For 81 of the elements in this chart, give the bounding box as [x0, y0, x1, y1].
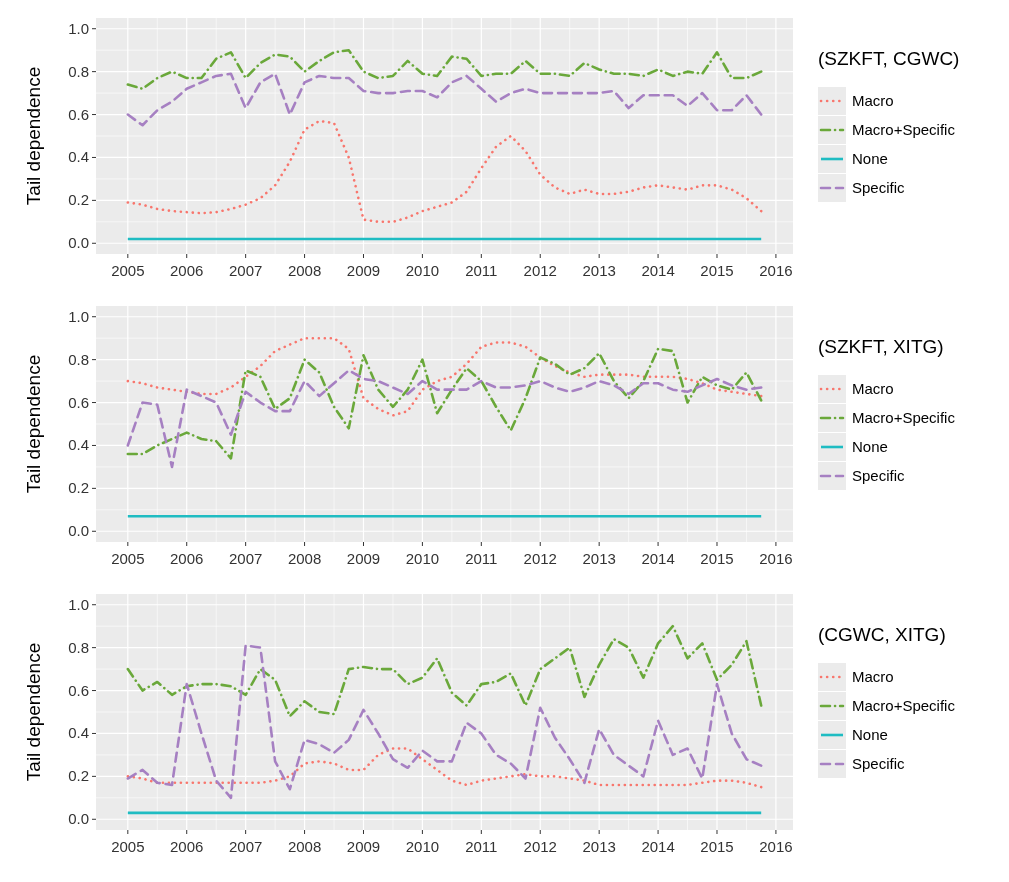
y-tick-label: 0.4 [68, 724, 89, 742]
line-series [126, 369, 763, 469]
y-tick-label: 1.0 [68, 19, 89, 37]
x-tick-label: 2007 [228, 838, 263, 855]
x-tick-label: 2016 [759, 550, 793, 567]
line-series [126, 336, 763, 417]
line-series [126, 644, 763, 800]
y-tick-label: 0.6 [68, 681, 89, 699]
x-tick-label: 2015 [700, 550, 734, 567]
x-tick-label: 2014 [641, 838, 675, 855]
x-tick-label: 2006 [170, 838, 204, 855]
x-tick-label: 2013 [582, 262, 616, 279]
x-tick-label: 2015 [700, 262, 734, 279]
legend-label: Macro+Specific [852, 409, 956, 426]
x-tick-label: 2009 [346, 838, 381, 855]
legend-label: None [852, 438, 888, 455]
legend-title: (CGWC, XITG) [818, 624, 946, 645]
y-tick-label: 0.2 [68, 479, 89, 497]
x-tick-label: 2013 [582, 550, 616, 567]
y-tick-label: 1.0 [68, 307, 89, 325]
x-tick-label: 2005 [111, 262, 145, 279]
y-tick-label: 0.6 [68, 393, 89, 411]
x-tick-label: 2011 [465, 262, 498, 279]
x-tick-label: 2012 [523, 838, 557, 855]
y-tick-label: 0.6 [68, 105, 89, 123]
line-series [126, 347, 763, 460]
y-tick-label: 0.0 [68, 234, 89, 252]
y-tick-label: 0.8 [68, 350, 89, 368]
x-tick-label: 2012 [523, 550, 557, 567]
x-tick-label: 2006 [170, 262, 204, 279]
x-tick-label: 2009 [346, 550, 381, 567]
legend-label: Specific [852, 467, 906, 484]
y-tick-label: 0.2 [68, 191, 89, 209]
y-tick-label: 0.4 [68, 436, 89, 454]
line-series [126, 624, 763, 718]
y-tick-label: 0.4 [68, 148, 89, 166]
y-axis-title: Tail dependence [23, 66, 44, 206]
y-tick-label: 0.8 [68, 62, 89, 80]
x-tick-label: 2010 [405, 262, 440, 279]
x-tick-label: 2016 [759, 838, 793, 855]
legend-label: Macro+Specific [852, 697, 956, 714]
x-tick-label: 2010 [405, 838, 440, 855]
x-tick-label: 2009 [346, 262, 381, 279]
x-tick-label: 2012 [523, 262, 557, 279]
y-tick-label: 0.2 [68, 767, 89, 785]
legend-title: (SZKFT, CGWC) [818, 48, 960, 69]
legend-label: Specific [852, 755, 906, 772]
x-tick-label: 2005 [111, 838, 145, 855]
legend-title: (SZKFT, XITG) [818, 336, 944, 357]
x-tick-label: 2016 [759, 262, 793, 279]
legend-label: Specific [852, 179, 906, 196]
legend-label: None [852, 150, 888, 167]
x-tick-label: 2008 [287, 838, 322, 855]
x-tick-label: 2011 [465, 550, 498, 567]
y-tick-label: 0.0 [68, 522, 89, 540]
y-tick-label: 1.0 [68, 595, 89, 613]
x-tick-label: 2007 [228, 550, 263, 567]
legend-label: Macro [852, 668, 894, 685]
legend-label: Macro [852, 92, 894, 109]
line-series [126, 72, 763, 127]
line-series [126, 48, 763, 91]
x-tick-label: 2008 [287, 550, 322, 567]
x-tick-label: 2010 [405, 550, 440, 567]
x-tick-label: 2007 [228, 262, 263, 279]
x-tick-label: 2014 [641, 262, 675, 279]
x-tick-label: 2008 [287, 262, 322, 279]
x-tick-label: 2005 [111, 550, 145, 567]
x-tick-label: 2014 [641, 550, 675, 567]
y-axis-title: Tail dependence [23, 642, 44, 782]
y-tick-label: 0.8 [68, 638, 89, 656]
x-tick-label: 2015 [700, 838, 734, 855]
x-tick-label: 2011 [465, 838, 498, 855]
y-tick-label: 0.0 [68, 810, 89, 828]
legend-label: Macro [852, 380, 894, 397]
x-tick-label: 2006 [170, 550, 204, 567]
y-axis-title: Tail dependence [23, 354, 44, 494]
x-tick-label: 2013 [582, 838, 616, 855]
legend-label: Macro+Specific [852, 121, 956, 138]
line-series [126, 747, 763, 789]
line-series [126, 119, 763, 224]
legend-label: None [852, 726, 888, 743]
